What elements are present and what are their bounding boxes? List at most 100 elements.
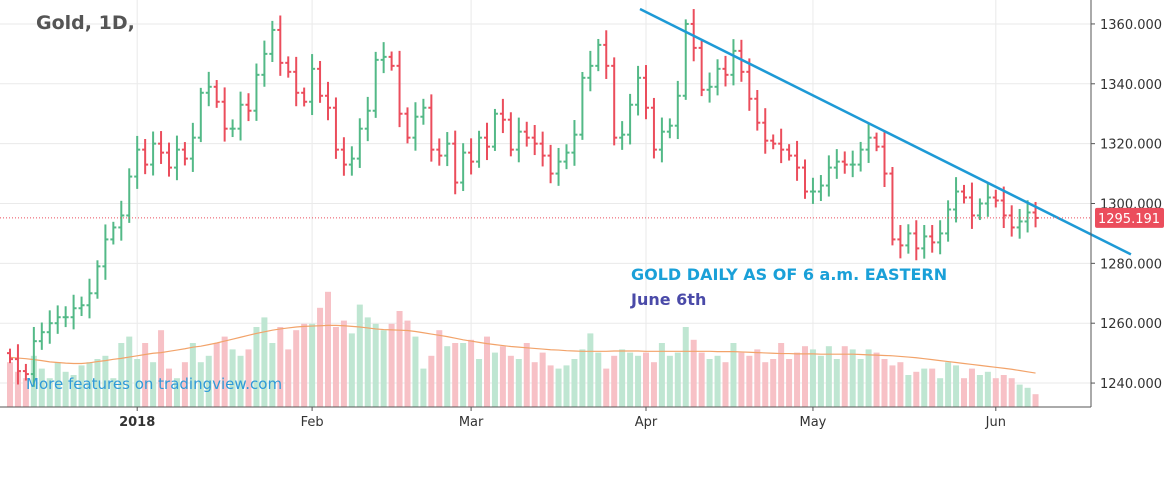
ohlc-bar[interactable] — [229, 119, 236, 138]
ohlc-bar[interactable] — [30, 326, 37, 387]
ohlc-bar[interactable] — [62, 306, 69, 328]
ohlc-bar[interactable] — [555, 147, 562, 186]
ohlc-bar[interactable] — [984, 182, 991, 217]
ohlc-bar[interactable] — [126, 168, 133, 223]
ohlc-bar[interactable] — [770, 134, 777, 150]
ohlc-bar[interactable] — [372, 51, 379, 118]
ohlc-bar[interactable] — [436, 138, 443, 166]
ohlc-bar[interactable] — [332, 97, 339, 159]
ohlc-bar[interactable] — [181, 142, 188, 166]
ohlc-bar[interactable] — [173, 135, 180, 181]
ohlc-bar[interactable] — [992, 189, 999, 208]
ohlc-bar[interactable] — [722, 55, 729, 87]
ohlc-bar[interactable] — [348, 146, 355, 176]
ohlc-bar[interactable] — [650, 97, 657, 159]
ohlc-bar[interactable] — [841, 151, 848, 174]
trendline[interactable] — [639, 7, 1132, 256]
ohlc-bar[interactable] — [873, 132, 880, 152]
ohlc-bar[interactable] — [491, 108, 498, 151]
ohlc-bar[interactable] — [698, 40, 705, 97]
ohlc-bar[interactable] — [189, 122, 196, 172]
ohlc-bar[interactable] — [380, 42, 387, 74]
ohlc-bar[interactable] — [635, 65, 642, 116]
ohlc-bar[interactable] — [213, 80, 220, 108]
ohlc-bar[interactable] — [452, 130, 459, 195]
ohlc-bar[interactable] — [245, 93, 252, 122]
ohlc-bar[interactable] — [22, 363, 29, 381]
ohlc-bar[interactable] — [746, 58, 753, 111]
ohlc-bar[interactable] — [102, 224, 109, 280]
ohlc-bar[interactable] — [325, 81, 331, 121]
ohlc-bar[interactable] — [484, 122, 490, 161]
ohlc-bar[interactable] — [237, 91, 244, 141]
ohlc-bar[interactable] — [14, 344, 21, 385]
ohlc-bar[interactable] — [571, 120, 578, 166]
ohlc-bar[interactable] — [205, 71, 212, 107]
ohlc-bar[interactable] — [460, 143, 467, 192]
ohlc-bar[interactable] — [976, 198, 983, 221]
ohlc-bar[interactable] — [929, 225, 936, 253]
ohlc-bar[interactable] — [134, 135, 141, 189]
ohlc-bar[interactable] — [587, 50, 594, 92]
ohlc-bar[interactable] — [531, 124, 538, 156]
ohlc-bar[interactable] — [197, 87, 204, 143]
ohlc-bar[interactable] — [420, 98, 427, 125]
ohlc-bar[interactable] — [515, 117, 522, 163]
ohlc-bar[interactable] — [340, 137, 347, 176]
ohlc-bar[interactable] — [309, 54, 316, 116]
ohlc-bar[interactable] — [658, 117, 665, 163]
ohlc-bar[interactable] — [961, 184, 967, 204]
ohlc-bar[interactable] — [1024, 200, 1031, 233]
ohlc-bar[interactable] — [786, 144, 793, 161]
ohlc-bar[interactable] — [412, 102, 419, 151]
ohlc-bar[interactable] — [627, 93, 634, 145]
ohlc-bar[interactable] — [579, 72, 586, 140]
ohlc-bar[interactable] — [118, 200, 125, 241]
ohlc-bar[interactable] — [547, 144, 554, 184]
ohlc-bar[interactable] — [221, 87, 228, 142]
ohlc-bar[interactable] — [857, 141, 864, 172]
ohlc-bar[interactable] — [945, 200, 952, 242]
ohlc-bar[interactable] — [714, 59, 721, 96]
ohlc-bar[interactable] — [150, 131, 157, 176]
ohlc-bar[interactable] — [674, 80, 681, 140]
ohlc-bar[interactable] — [833, 149, 840, 179]
ohlc-bar[interactable] — [54, 305, 61, 334]
ohlc-bar[interactable] — [388, 51, 395, 71]
ohlc-bar[interactable] — [762, 108, 769, 154]
ohlc-bar[interactable] — [802, 159, 808, 199]
ohlc-bar[interactable] — [1000, 186, 1007, 229]
ohlc-bar[interactable] — [46, 310, 53, 344]
ohlc-bar[interactable] — [364, 96, 371, 142]
ohlc-bar[interactable] — [730, 39, 737, 86]
ohlc-bar[interactable] — [261, 40, 268, 87]
ohlc-bar[interactable] — [253, 63, 260, 121]
ohlc-bar[interactable] — [817, 175, 824, 201]
ohlc-bar[interactable] — [778, 128, 785, 164]
ohlc-bar[interactable] — [94, 260, 101, 299]
ohlc-bar[interactable] — [953, 177, 960, 223]
ohlc-bar[interactable] — [468, 138, 475, 175]
ohlc-bar[interactable] — [428, 94, 435, 162]
ohlc-bar[interactable] — [38, 322, 45, 350]
ohlc-bar[interactable] — [825, 155, 832, 197]
ohlc-bar[interactable] — [754, 89, 761, 131]
ohlc-bar[interactable] — [809, 177, 816, 204]
ohlc-bar[interactable] — [507, 112, 514, 157]
ohlc-bar[interactable] — [166, 142, 172, 177]
ohlc-bar[interactable] — [158, 131, 165, 164]
ohlc-bar[interactable] — [849, 150, 856, 178]
ohlc-bar[interactable] — [603, 30, 610, 79]
ohlc-bar[interactable] — [794, 140, 801, 181]
ohlc-bar[interactable] — [889, 166, 896, 246]
ohlc-bar[interactable] — [937, 220, 944, 255]
ohlc-bar[interactable] — [539, 131, 546, 167]
ohlc-bar[interactable] — [269, 20, 276, 62]
ohlc-bar[interactable] — [277, 15, 284, 76]
ohlc-bar[interactable] — [611, 57, 618, 146]
ohlc-bar[interactable] — [523, 121, 530, 147]
ohlc-bar[interactable] — [317, 60, 324, 103]
ohlc-bar[interactable] — [619, 121, 626, 150]
ohlc-bar[interactable] — [968, 182, 975, 229]
